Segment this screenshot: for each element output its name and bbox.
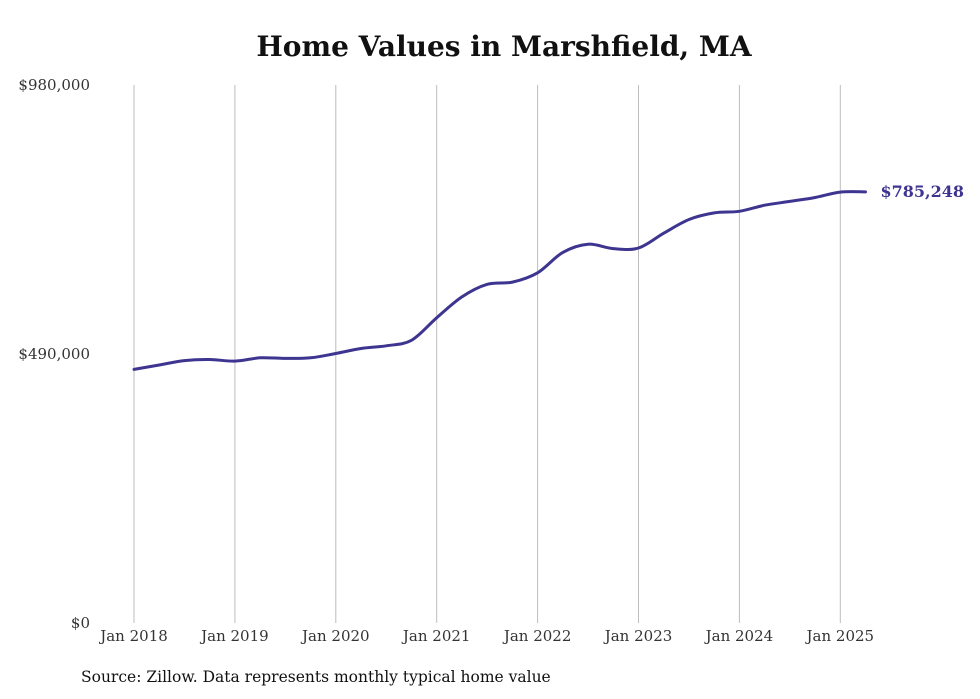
x-tick-label: Jan 2025 xyxy=(805,627,875,645)
y-tick-label: $0 xyxy=(71,614,90,632)
x-tick-label: Jan 2019 xyxy=(199,627,269,645)
y-axis-ticks: $0 $490,000 $980,000 xyxy=(18,76,90,632)
end-value-label: $785,248 xyxy=(881,182,965,201)
x-tick-label: Jan 2022 xyxy=(502,627,572,645)
y-tick-label: $490,000 xyxy=(18,345,90,363)
y-tick-label: $980,000 xyxy=(18,76,90,94)
data-label-layer: $785,248 xyxy=(881,182,965,201)
series-line xyxy=(132,190,867,371)
chart-title: Home Values in Marshfield, MA xyxy=(256,30,752,63)
x-axis-ticks: Jan 2018 Jan 2019 Jan 2020 Jan 2021 Jan 2022… xyxy=(98,627,874,645)
x-tick-label: Jan 2018 xyxy=(98,627,168,645)
source-note: Source: Zillow. Data represents monthly … xyxy=(81,668,551,686)
x-tick-label: Jan 2024 xyxy=(704,627,774,645)
x-tick-label: Jan 2021 xyxy=(401,627,471,645)
x-tick-label: Jan 2020 xyxy=(300,627,370,645)
line-chart: $0$490,000$980,000 Jan 2018 Jan 2019 Jan 2… xyxy=(18,76,965,645)
series-layer xyxy=(132,190,867,371)
x-tick-label: Jan 2023 xyxy=(603,627,673,645)
grid-layer xyxy=(133,85,841,623)
